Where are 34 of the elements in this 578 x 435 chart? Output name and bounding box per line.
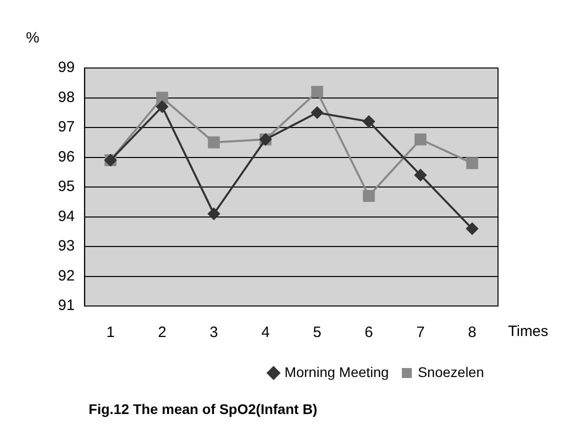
point (156, 100, 168, 113)
y-tick-label: 92 (58, 267, 75, 284)
y-tick-label: 98 (58, 88, 75, 106)
point (466, 222, 478, 235)
x-tick-label: 6 (364, 324, 374, 342)
y-tick-label: 96 (58, 148, 75, 166)
x-tick-label: 5 (313, 324, 322, 342)
point (414, 169, 427, 182)
text: Fig.12 The mean of SpO2(Infant B) (88, 400, 318, 417)
point (466, 157, 478, 170)
x-tick-label: 1 (106, 324, 115, 342)
x-tick-label: 3 (210, 324, 218, 342)
y-tick-label: 97 (58, 118, 75, 136)
x-tick-label: 2 (158, 324, 166, 342)
x-tick-label: 8 (468, 324, 476, 342)
y-tick-label: 91 (58, 297, 75, 314)
point (208, 136, 220, 148)
point (311, 86, 324, 98)
x-axis-title: Times (508, 323, 548, 340)
point (362, 116, 375, 128)
point (311, 106, 324, 119)
y-tick-label: 93 (58, 238, 75, 255)
point (208, 208, 220, 220)
legend-label: Snoezelen (418, 364, 484, 380)
x-tick-label: 4 (261, 324, 270, 342)
point (156, 92, 168, 104)
y-tick-label: 94 (58, 208, 75, 225)
x-tick-label: 7 (416, 324, 425, 342)
y-tick-label: 99 (58, 59, 75, 76)
point (362, 190, 375, 202)
y-axis-title: % (26, 30, 40, 47)
legend-label: Morning Meeting (284, 364, 389, 380)
point (414, 133, 426, 146)
y-tick-label: 95 (58, 178, 75, 196)
